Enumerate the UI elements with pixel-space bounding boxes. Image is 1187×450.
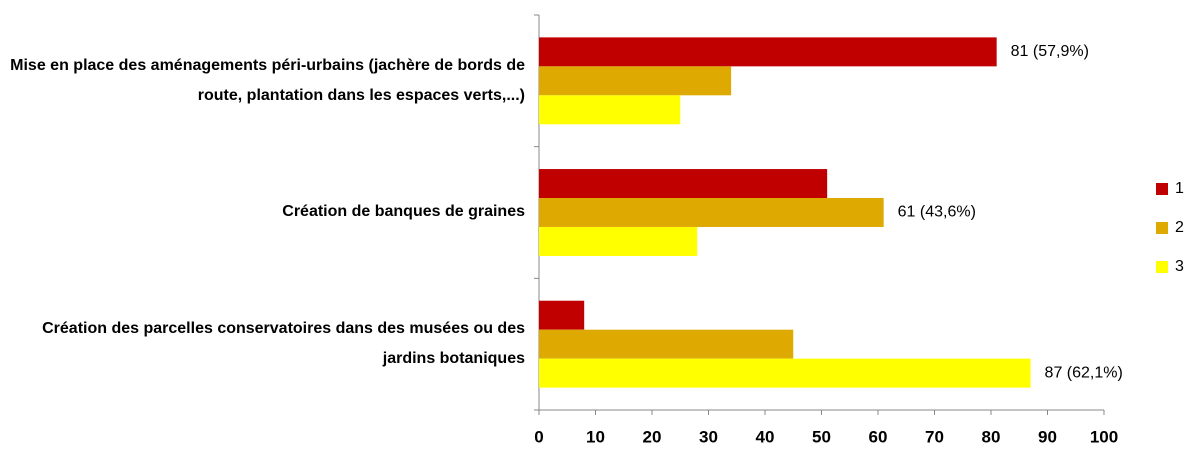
x-tick-label: 30: [699, 427, 718, 446]
bar: [539, 37, 997, 67]
legend-label: 2: [1175, 219, 1184, 236]
bar: [539, 198, 884, 227]
data-label: 87 (62,1%): [1045, 364, 1123, 381]
x-tick-label: 10: [586, 427, 605, 446]
category-label: Création des parcelles conservatoires da…: [0, 278, 525, 410]
legend-swatch: [1156, 183, 1168, 195]
x-tick-label: 20: [643, 427, 662, 446]
legend-label: 1: [1175, 180, 1184, 197]
bar: [539, 329, 794, 359]
bar: [539, 169, 828, 199]
data-label: 61 (43,6%): [898, 204, 976, 221]
legend-swatch: [1156, 261, 1168, 273]
bar: [539, 226, 698, 256]
bar: [539, 358, 1031, 388]
category-label: Création de banques de graines: [0, 147, 525, 279]
x-tick-label: 100: [1090, 427, 1118, 446]
x-tick-label: 90: [1038, 427, 1057, 446]
x-tick-label: 70: [925, 427, 944, 446]
x-tick-label: 60: [869, 427, 888, 446]
bar: [539, 66, 732, 96]
bar: [539, 95, 681, 125]
category-text: Mise en place des aménagements péri-urba…: [10, 56, 525, 104]
x-tick-label: 0: [534, 427, 543, 446]
category-label: Mise en place des aménagements péri-urba…: [0, 15, 525, 147]
category-text: Création des parcelles conservatoires da…: [42, 320, 525, 368]
bar: [539, 300, 585, 330]
x-tick-label: 40: [756, 427, 775, 446]
x-tick-label: 50: [812, 427, 831, 446]
category-text: Création de banques de graines: [282, 203, 525, 221]
legend-swatch: [1156, 222, 1168, 234]
data-label: 81 (57,9%): [1011, 43, 1089, 60]
x-tick-label: 80: [982, 427, 1001, 446]
legend-label: 3: [1175, 258, 1184, 275]
